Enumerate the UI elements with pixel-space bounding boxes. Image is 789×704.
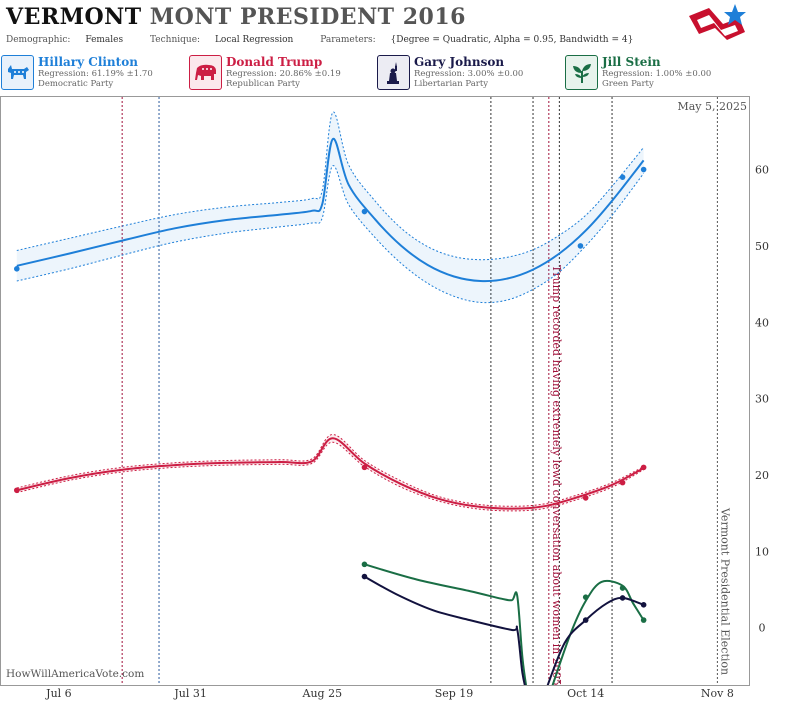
candidate-legend: Hillary Clinton Regression: 61.19% ±1.70… (0, 54, 750, 94)
candidate-party: Republican Party (226, 79, 300, 89)
x-tick-label: Sep 19 (435, 687, 474, 700)
candidate-card-clinton[interactable]: Hillary Clinton Regression: 61.19% ±1.70… (0, 54, 186, 92)
poll-point (640, 602, 647, 608)
poll-point (640, 166, 647, 173)
candidate-regression: Regression: 61.19% ±1.70 (38, 69, 153, 79)
candidate-party: Green Party (602, 79, 654, 89)
candidate-card-trump[interactable]: Donald Trump Regression: 20.86% ±0.19 Re… (188, 54, 374, 92)
y-tick-label: 40 (755, 316, 769, 329)
y-tick-label: 50 (755, 240, 769, 253)
poll-point (619, 595, 626, 601)
title-state: VERMONT (6, 4, 142, 30)
plant-icon (565, 55, 598, 90)
candidate-name: Gary Johnson (414, 55, 505, 69)
poll-point (640, 617, 647, 623)
technique-value: Local Regression (214, 35, 294, 45)
elephant-icon (189, 55, 222, 90)
regression-line (16, 437, 645, 510)
x-tick-label: Aug 25 (302, 687, 343, 700)
parameters-label: Parameters: (320, 35, 376, 45)
band-lower (16, 165, 645, 304)
annotation-label: Trump recorded having extremely lewd con… (550, 265, 563, 686)
poll-point (14, 487, 20, 494)
parameters-line: Demographic: Females Technique: Local Re… (6, 35, 657, 45)
parameters-value: {Degree = Quadratic, Alpha = 0.95, Bandw… (390, 35, 634, 45)
plot-frame (0, 96, 750, 686)
poll-point (582, 495, 589, 501)
candidate-name: Hillary Clinton (38, 55, 138, 69)
x-tick-label: Jul 31 (173, 687, 207, 700)
candidate-card-stein[interactable]: Jill Stein Regression: 1.00% ±0.00 Green… (564, 54, 750, 92)
x-tick-label: Nov 8 (701, 687, 734, 700)
band-lower (16, 441, 644, 512)
x-tick-label: Oct 14 (567, 687, 604, 700)
candidate-name: Jill Stein (602, 55, 661, 69)
chart-title: VERMONT MONT PRESIDENT 2016 (6, 4, 466, 30)
donkey-icon (1, 55, 34, 90)
band-upper (16, 111, 644, 261)
x-tick-label: Jul 6 (45, 687, 72, 700)
poll-point (582, 617, 589, 623)
candidate-regression: Regression: 20.86% ±0.19 (226, 69, 341, 79)
poll-point (619, 174, 626, 180)
candidate-regression: Regression: 3.00% ±0.00 (414, 69, 524, 79)
regression-line (364, 575, 526, 685)
candidate-party: Libertarian Party (414, 79, 489, 89)
liberty-statue-icon (377, 55, 410, 90)
series-group (14, 111, 647, 685)
confidence-band (16, 434, 644, 511)
poll-point (577, 243, 584, 249)
candidate-name: Donald Trump (226, 55, 323, 69)
annotation-label: Vermont Presidential Election (718, 507, 731, 675)
site-logo-icon (689, 4, 746, 40)
demographic-value: Females (85, 35, 124, 45)
y-tick-label: 0 (759, 622, 766, 635)
poll-point (361, 464, 368, 471)
candidate-party: Democratic Party (38, 79, 114, 89)
demographic-label: Demographic: (6, 35, 71, 45)
poll-point (14, 266, 20, 272)
regression-line (364, 563, 528, 685)
poll-point (582, 594, 589, 600)
poll-point (619, 585, 626, 591)
poll-point (361, 561, 368, 568)
regression-line (16, 137, 645, 283)
poll-point (361, 208, 368, 215)
date-stamp: May 5, 2025 (677, 100, 747, 113)
poll-point (361, 573, 368, 580)
poll-point (640, 464, 647, 471)
y-tick-label: 30 (755, 393, 769, 406)
band-upper (16, 433, 644, 507)
technique-label: Technique: (150, 35, 201, 45)
y-tick-label: 10 (755, 545, 769, 558)
candidate-regression: Regression: 1.00% ±0.00 (602, 69, 712, 79)
title-race: MONT PRESIDENT 2016 (149, 4, 466, 30)
poll-point (619, 479, 626, 486)
candidate-card-johnson[interactable]: Gary Johnson Regression: 3.00% ±0.00 Lib… (376, 54, 562, 92)
watermark: HowWillAmericaVote.com (6, 668, 145, 680)
confidence-band (16, 112, 644, 303)
y-tick-label: 60 (755, 164, 769, 177)
y-tick-label: 20 (755, 469, 769, 482)
